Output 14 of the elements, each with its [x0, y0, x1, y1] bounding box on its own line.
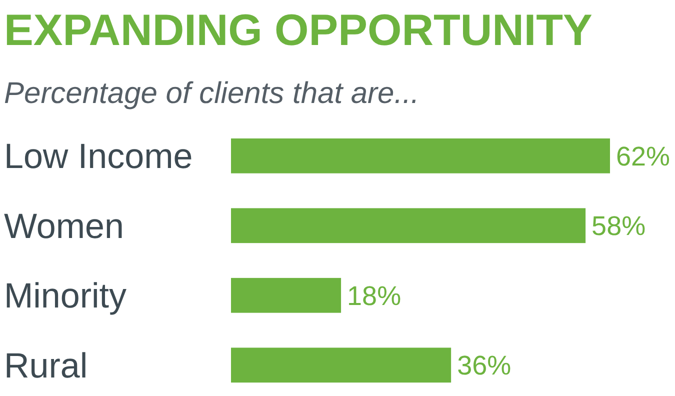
data-label: 36%: [457, 350, 512, 381]
bar: [231, 348, 452, 383]
bar: [231, 138, 610, 174]
bar: [231, 208, 586, 244]
y-tick-label: Minority: [4, 276, 128, 316]
chart-subtitle: Percentage of clients that are...: [4, 77, 420, 110]
y-tick-label: Women: [4, 206, 124, 246]
bar: [231, 278, 342, 313]
data-label: 58%: [592, 211, 646, 242]
data-label: 18%: [347, 280, 402, 311]
data-label: 62%: [616, 141, 670, 172]
chart-title: EXPANDING OPPORTUNITY: [4, 6, 592, 55]
y-tick-label: Low Income: [4, 137, 193, 176]
y-tick-label: Rural: [4, 346, 88, 386]
